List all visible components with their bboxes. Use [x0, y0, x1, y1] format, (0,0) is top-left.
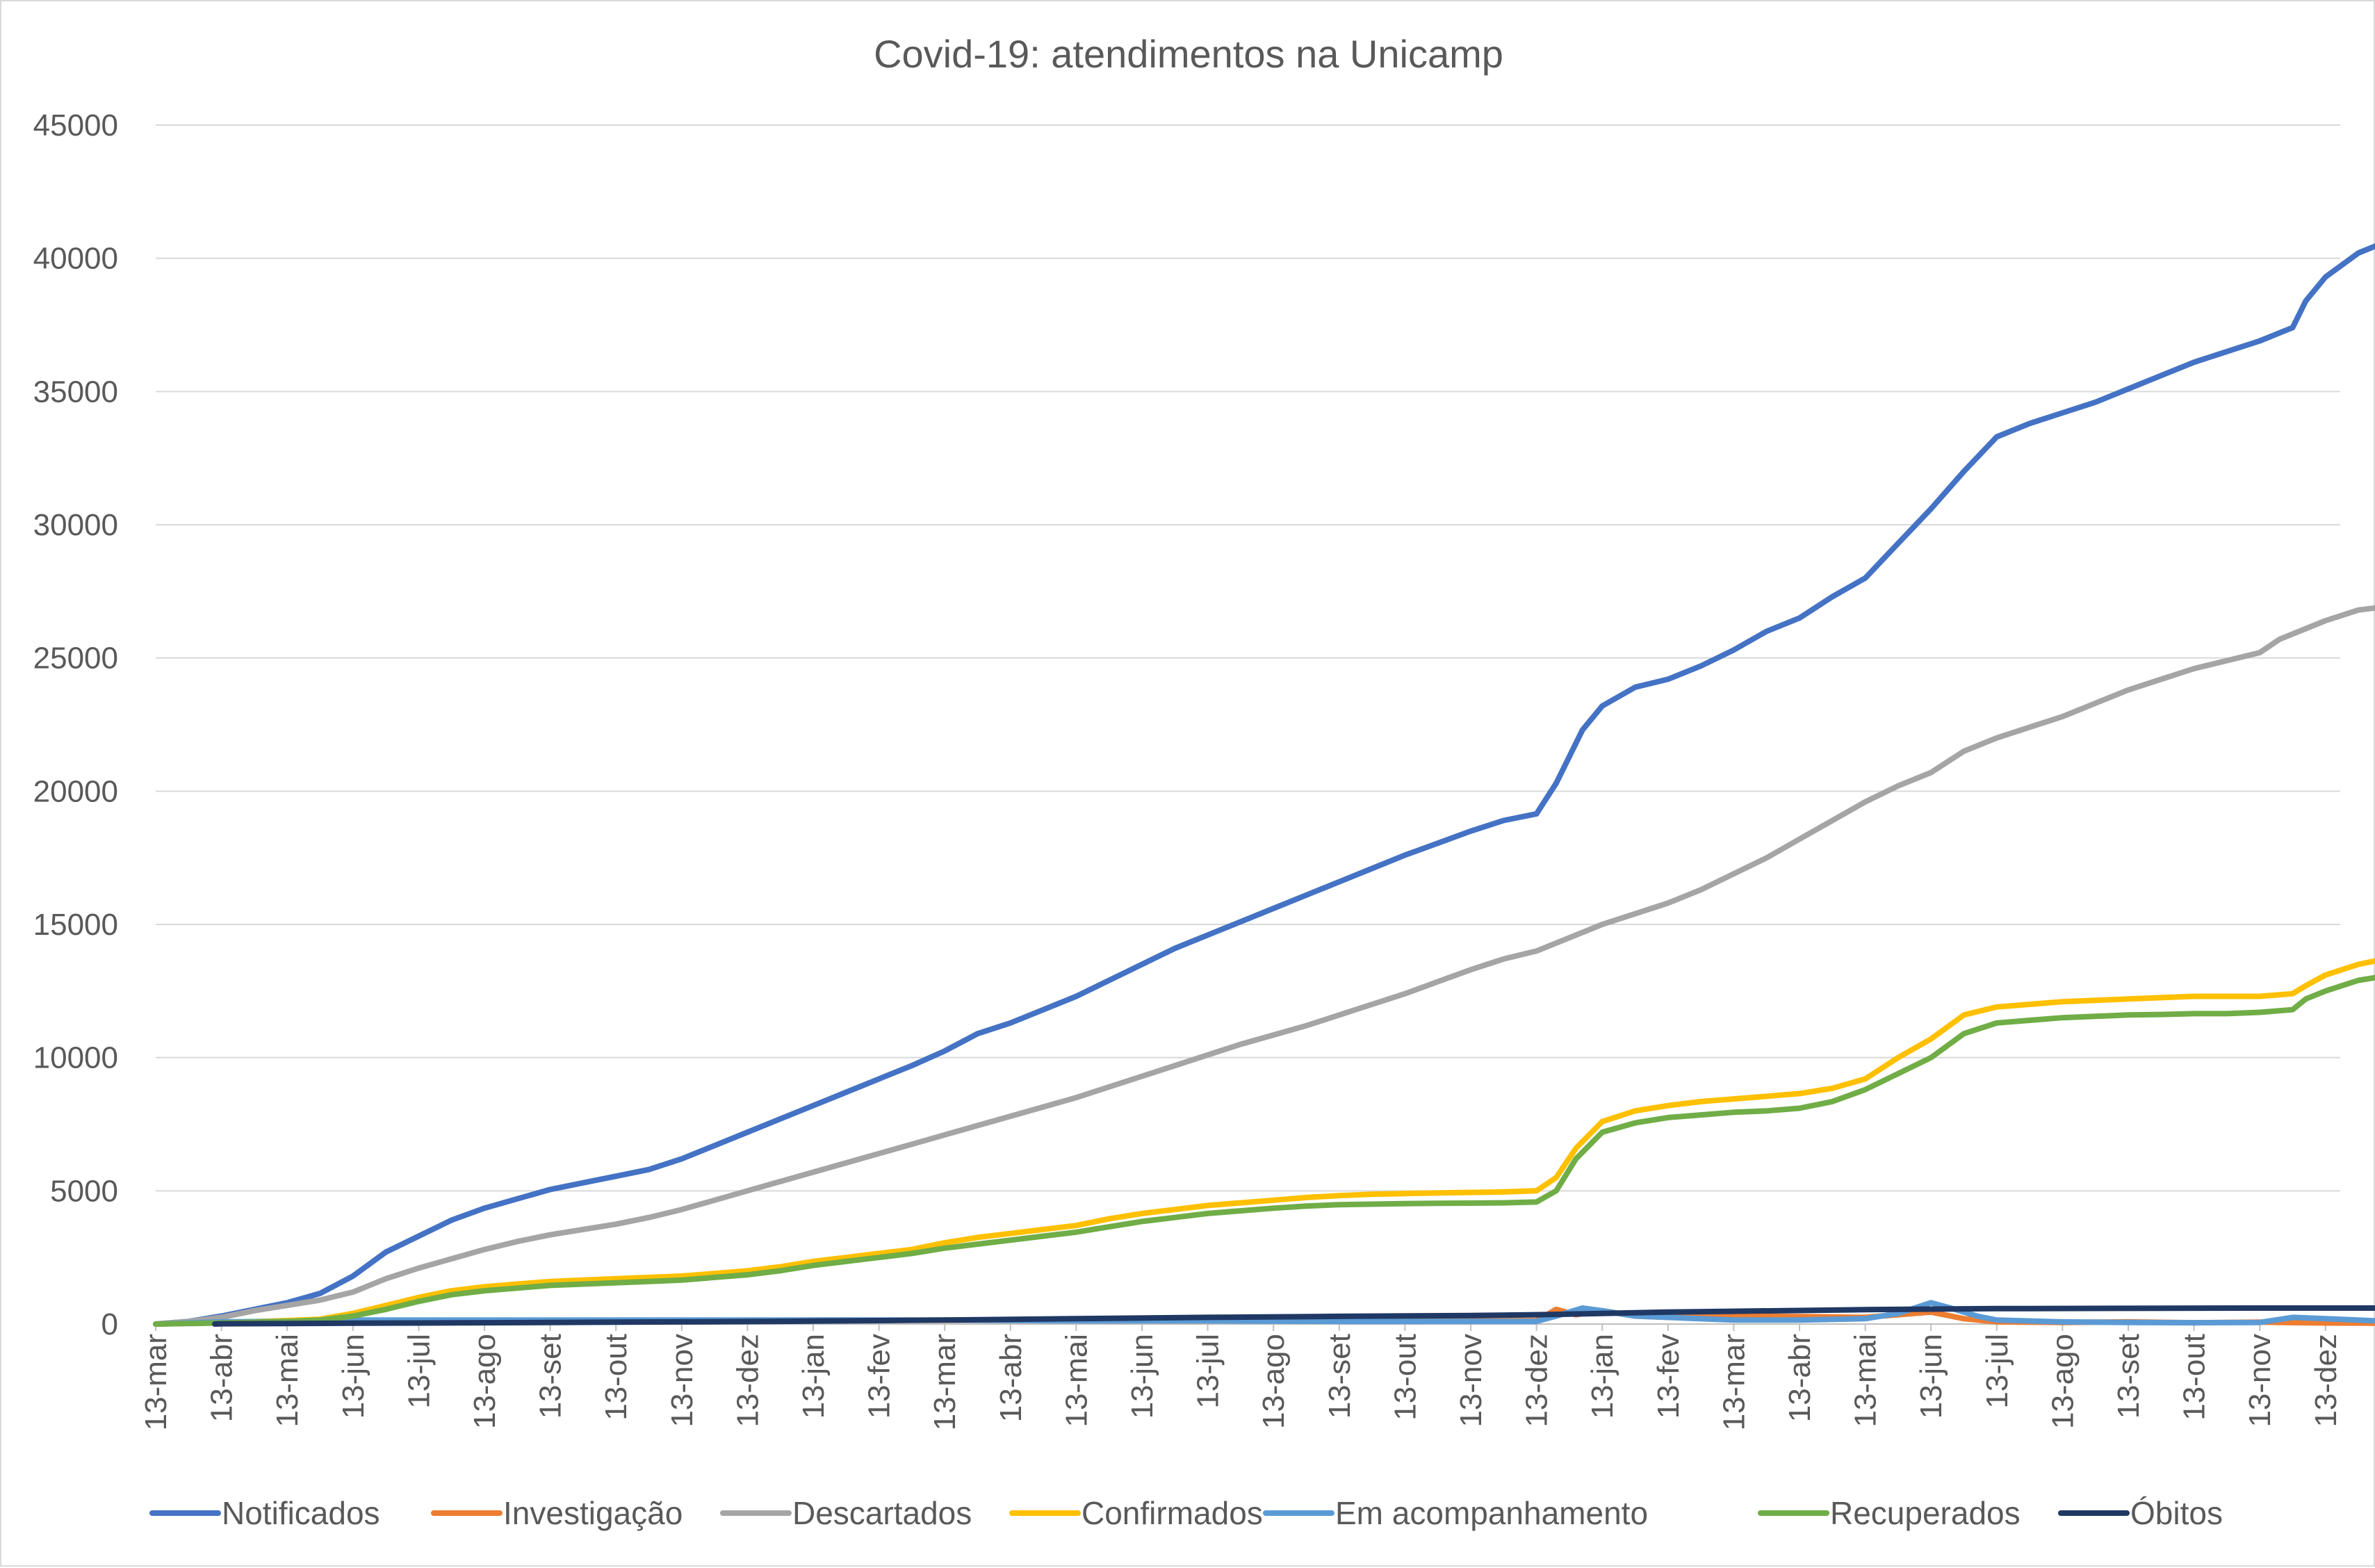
- x-tick-label: 13-ago: [1257, 1334, 1291, 1429]
- x-tick-label: 13-out: [1388, 1334, 1422, 1421]
- series-line-confirmados: [153, 958, 2375, 1327]
- legend-label: Descartados: [792, 1495, 972, 1531]
- y-tick-label: 40000: [33, 242, 118, 276]
- x-tick-label: 13-out: [599, 1334, 633, 1421]
- legend-label: Notificados: [222, 1495, 380, 1531]
- legend-label: Em acompanhamento: [1335, 1495, 1648, 1531]
- x-tick-label: 13-mar: [139, 1334, 173, 1430]
- series-line-recuperados: [153, 974, 2375, 1327]
- series-line-notificados: [153, 243, 2375, 1327]
- legend-label: Recuperados: [1830, 1495, 2021, 1531]
- series-line-óbitos: [212, 1305, 2375, 1327]
- y-axis-tick-labels: 0 5000 10000 15000 20000 25000 30000 35000 40000…: [33, 108, 118, 1341]
- x-tick-label: 13-jan: [797, 1334, 831, 1419]
- x-tick-label: 13-nov: [1454, 1334, 1488, 1428]
- x-tick-label: 13-jul: [1980, 1334, 2014, 1409]
- x-tick-label: 13-jun: [1125, 1334, 1159, 1419]
- x-tick-label: 13-dez: [2309, 1334, 2343, 1428]
- legend-label: Investigação: [503, 1495, 683, 1531]
- chart-title: Covid-19: atendimentos na Unicamp: [874, 32, 1503, 76]
- x-tick-label: 13-set: [2112, 1334, 2146, 1419]
- legend-label: Confirmados: [1082, 1495, 1263, 1531]
- x-tick-label: 13-fev: [1651, 1334, 1686, 1419]
- y-tick-label: 45000: [33, 108, 118, 142]
- x-tick-label: 13-out: [2178, 1334, 2212, 1421]
- x-tick-label: 13-nov: [2243, 1334, 2277, 1428]
- x-tick-label: 13-ago: [2046, 1334, 2080, 1429]
- x-tick-label: 13-fev: [863, 1334, 897, 1419]
- series-lines: [153, 243, 2375, 1327]
- legend: Notificados Investigação Descartados Confir…: [149, 1495, 2223, 1531]
- x-tick-label: 13-jan: [1585, 1334, 1619, 1419]
- x-tick-label: 13-jun: [336, 1334, 370, 1419]
- y-tick-label: 20000: [33, 774, 118, 808]
- x-tick-label: 13-nov: [665, 1334, 699, 1428]
- x-tick-label: 13-mai: [1059, 1334, 1093, 1428]
- x-tick-label: 13-set: [1323, 1334, 1357, 1419]
- y-tick-label: 10000: [33, 1041, 118, 1075]
- x-tick-label: 13-mar: [1717, 1334, 1751, 1430]
- gridlines: [156, 124, 2340, 1325]
- x-tick-label: 13-dez: [731, 1334, 765, 1428]
- y-tick-label: 0: [101, 1307, 118, 1341]
- x-tick-label: 13-abr: [205, 1334, 239, 1422]
- x-tick-label: 13-ago: [468, 1334, 502, 1429]
- x-tick-label: 13-jul: [1191, 1334, 1225, 1409]
- x-tick-label: 13-set: [534, 1334, 568, 1419]
- x-axis-tick-labels: 13-mar 13-abr 13-mai 13-jun 13-jul 13-ago 13-s…: [139, 1324, 2343, 1430]
- y-tick-label: 30000: [33, 508, 118, 542]
- x-tick-label: 13-abr: [994, 1334, 1028, 1422]
- x-tick-label: 13-jun: [1914, 1334, 1948, 1419]
- x-tick-label: 13-dez: [1520, 1334, 1554, 1428]
- series-line-descartados: [153, 605, 2375, 1327]
- y-tick-label: 15000: [33, 908, 118, 942]
- x-tick-label: 13-abr: [1783, 1334, 1817, 1422]
- legend-label: Óbitos: [2130, 1495, 2223, 1531]
- x-tick-label: 13-mar: [928, 1334, 962, 1430]
- y-tick-label: 35000: [33, 375, 118, 409]
- x-tick-label: 13-jul: [402, 1334, 436, 1409]
- x-tick-label: 13-mai: [270, 1334, 304, 1428]
- y-tick-label: 25000: [33, 642, 118, 676]
- x-tick-label: 13-mai: [1849, 1334, 1883, 1428]
- y-tick-label: 5000: [50, 1174, 118, 1208]
